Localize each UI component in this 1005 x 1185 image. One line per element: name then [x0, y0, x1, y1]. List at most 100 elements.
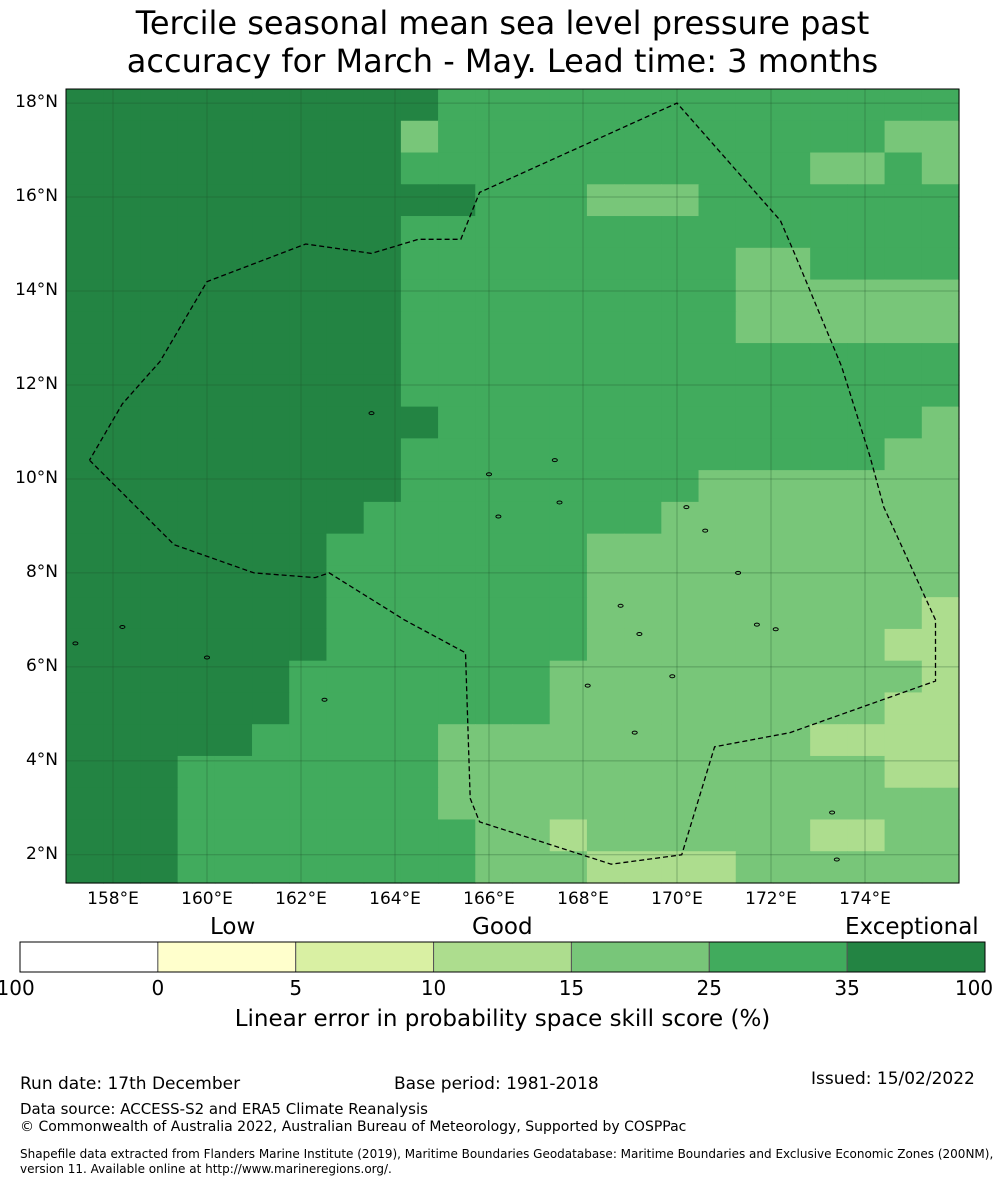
skill-cell — [735, 89, 774, 122]
skill-cell — [884, 247, 923, 281]
skill-cell — [252, 819, 290, 852]
skill-cell — [772, 311, 811, 344]
skill-cell — [363, 755, 402, 789]
skill-cell — [400, 565, 439, 598]
skill-cell — [586, 660, 625, 694]
latitude-tick-label: 18°N — [15, 92, 58, 113]
skill-cell — [921, 628, 960, 662]
skill-cell — [624, 374, 662, 408]
skill-cell — [847, 152, 886, 185]
skill-cell — [586, 628, 625, 662]
skill-cell — [66, 597, 104, 630]
skill-cell — [921, 533, 960, 566]
skill-cell — [624, 533, 662, 566]
skill-cell — [66, 851, 104, 884]
skill-cell — [549, 216, 588, 249]
skill-cell — [475, 501, 514, 535]
skill-cell — [586, 406, 625, 439]
skill-cell — [214, 120, 253, 154]
island-outline — [204, 655, 210, 660]
skill-cell — [214, 660, 253, 694]
island-outline — [735, 570, 742, 575]
skill-cell — [661, 406, 700, 439]
skill-cell — [772, 851, 811, 884]
longitude-tick-label: 158°E — [87, 889, 139, 909]
skill-cell — [475, 343, 514, 376]
skill-cell — [363, 470, 402, 503]
skill-cell — [177, 755, 216, 789]
skill-cell — [400, 438, 439, 471]
skill-cell — [289, 787, 328, 821]
base-period: Base period: 1981-2018 — [394, 1074, 599, 1094]
skill-cell — [512, 565, 551, 598]
skill-cell — [438, 311, 476, 344]
skill-cell — [363, 565, 402, 598]
skill-cell — [363, 692, 402, 725]
skill-cell — [475, 279, 514, 312]
colorbar — [19, 941, 986, 973]
skill-cell — [103, 470, 142, 503]
skill-cell — [810, 152, 848, 185]
skill-cell — [214, 216, 253, 249]
skill-cell — [921, 755, 960, 789]
skill-cell — [549, 724, 588, 757]
skill-cell — [921, 120, 960, 154]
skill-cell — [512, 628, 551, 662]
skill-cell — [363, 660, 402, 694]
skill-cell — [103, 787, 142, 821]
skill-cell — [661, 724, 700, 757]
skill-cell — [772, 120, 811, 154]
longitude-tick-label: 174°E — [839, 889, 891, 909]
skill-cell — [252, 343, 290, 376]
skill-cell — [810, 597, 848, 630]
skill-cell — [884, 152, 923, 185]
skill-cell — [661, 438, 700, 471]
skill-cell — [289, 247, 328, 281]
skill-cell — [661, 247, 700, 281]
skill-cell — [103, 120, 142, 154]
skill-cell — [586, 692, 625, 725]
colorbar-tick-label: 25 — [696, 976, 722, 1000]
skill-cell — [586, 279, 625, 312]
skill-cell — [475, 692, 514, 725]
skill-cell — [698, 279, 737, 312]
skill-cell — [252, 692, 290, 725]
skill-cell — [586, 438, 625, 471]
skill-cell — [177, 501, 216, 535]
skill-cell — [661, 311, 700, 344]
skill-cell — [400, 247, 439, 281]
skill-cell — [103, 184, 142, 217]
skill-cell — [400, 628, 439, 662]
skill-cell — [252, 152, 290, 185]
skill-cell — [66, 406, 104, 439]
skill-cell — [661, 89, 700, 122]
skill-cell — [810, 470, 848, 503]
skill-cell — [438, 851, 476, 884]
skill-cell — [363, 628, 402, 662]
skill-cell — [772, 343, 811, 376]
skill-cell — [400, 343, 439, 376]
skill-cell — [772, 565, 811, 598]
skill-cell — [772, 374, 811, 408]
skill-cell — [512, 184, 551, 217]
skill-cell — [661, 120, 700, 154]
skill-cell — [847, 851, 886, 884]
skill-cell — [326, 311, 365, 344]
skill-cell — [289, 343, 328, 376]
skill-cell — [512, 120, 551, 154]
skill-cell — [810, 755, 848, 789]
skill-cell — [921, 184, 960, 217]
skill-cell — [475, 597, 514, 630]
skill-cell — [475, 470, 514, 503]
skill-cell — [810, 565, 848, 598]
skill-cell — [214, 406, 253, 439]
island-outline — [368, 411, 375, 416]
skill-cell — [698, 216, 737, 249]
skill-cell — [438, 406, 476, 439]
skill-cell — [66, 692, 104, 725]
skill-cell — [103, 406, 142, 439]
shapefile-credit-line-2: version 11. Available online at http://w… — [20, 1162, 392, 1176]
skill-cell — [586, 724, 625, 757]
skill-cell — [921, 819, 960, 852]
skill-cell — [252, 374, 290, 408]
